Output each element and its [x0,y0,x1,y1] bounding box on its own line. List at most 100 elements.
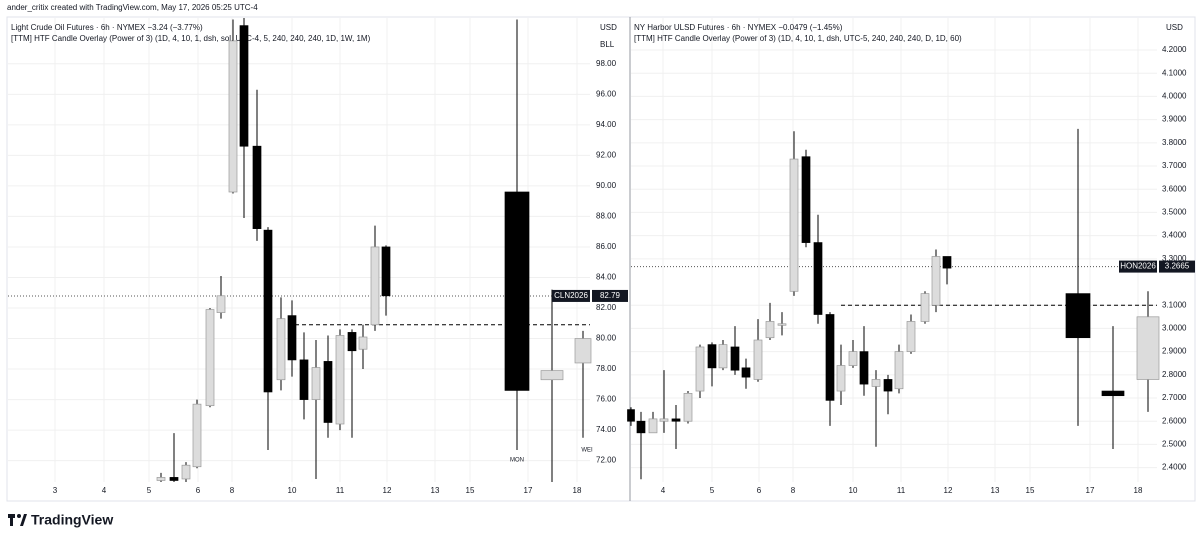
x-tick-label: 6 [757,486,762,495]
currency: USD [1166,23,1183,32]
candle-body [801,156,811,243]
y-tick-label: 3.4000 [1162,231,1187,240]
candle-body [636,420,646,434]
x-tick-label: 10 [849,486,858,495]
x-tick-label: 12 [383,486,392,495]
candle-body [730,346,740,371]
y-tick-label: 96.00 [596,89,617,98]
candle-body [299,359,309,400]
candle-body [931,256,941,306]
y-tick-label: 2.4000 [1162,463,1187,472]
candle-body [252,145,262,229]
x-tick-label: 18 [1134,486,1143,495]
symbol-label: CLN2026 [554,291,588,300]
chart-subtitle: [TTM] HTF Candle Overlay (Power of 3) (1… [634,34,962,43]
x-tick-label: 8 [791,486,796,495]
candle-body [920,293,930,322]
candle-body [370,246,380,326]
y-tick-label: 84.00 [596,273,617,282]
x-tick-label: 5 [710,486,715,495]
y-tick-label: 4.0000 [1162,92,1187,101]
chart-title: Light Crude Oil Futures · 6h · NYMEX −3.… [11,23,203,32]
y-tick-label: 2.9000 [1162,347,1187,356]
candle-body [836,365,846,392]
candle-body [695,346,705,392]
candle-body [358,336,368,350]
candle-body [287,315,297,361]
candle-body [156,477,166,481]
y-tick-label: 82.00 [596,303,617,312]
x-tick-label: 18 [573,486,582,495]
candle-body [859,351,869,385]
y-tick-label: 3.1000 [1162,300,1187,309]
candle-body [540,370,564,381]
candle-body [648,418,658,434]
y-tick-label: 3.0000 [1162,324,1187,333]
candle-body [574,338,592,364]
candle-body [1065,293,1091,339]
x-tick-label: 12 [944,486,953,495]
y-tick-label: 88.00 [596,212,617,221]
y-tick-label: 86.00 [596,242,617,251]
y-tick-label: 92.00 [596,150,617,159]
candle-body [906,321,916,352]
candle-body [381,246,391,297]
y-tick-label: 4.1000 [1162,68,1187,77]
y-tick-label: 4.2000 [1162,45,1187,54]
candle-body [228,40,238,193]
candle-body [263,229,273,393]
x-tick-label: 4 [661,486,666,495]
y-tick-label: 2.6000 [1162,416,1187,425]
y-tick-label: 3.3000 [1162,254,1187,263]
candle-body [753,339,763,380]
chart-title: NY Harbor ULSD Futures · 6h · NYMEX −0.0… [634,23,843,32]
x-tick-label: 13 [991,486,1000,495]
y-tick-label: 94.00 [596,120,617,129]
candle-body [894,351,904,390]
y-tick-label: 72.00 [596,456,617,465]
y-tick-label: 3.9000 [1162,115,1187,124]
x-tick-label: 11 [336,486,345,495]
price-label-box [592,289,628,302]
candle-body [871,379,881,387]
x-tick-label: 17 [1086,486,1095,495]
chart-subtitle: [TTM] HTF Candle Overlay (Power of 3) (1… [11,34,371,43]
candle-body [1136,316,1160,380]
session-label: MON [510,458,524,464]
y-tick-label: 3.8000 [1162,138,1187,147]
symbol-label-box [552,289,590,302]
y-tick-label: 78.00 [596,364,617,373]
y-tick-label: 3.6000 [1162,184,1187,193]
y-tick-label: 2.8000 [1162,370,1187,379]
y-tick-label: 2.5000 [1162,440,1187,449]
candle-body [347,332,357,352]
candle-body [627,409,635,422]
candle-body [335,335,345,425]
candle-body [205,309,215,407]
x-tick-label: 13 [431,486,440,495]
candle-body [239,25,249,147]
x-tick-label: 15 [466,486,475,495]
symbol-label: HON2026 [1120,262,1156,271]
candle-body [777,323,787,326]
symbol-label-box [1119,260,1157,273]
candle-body [311,367,321,400]
price-label: 82.79 [600,291,621,300]
y-tick-label: 74.00 [596,425,617,434]
candle-body [848,351,858,366]
candle-body [942,256,952,269]
candle-body [181,464,191,480]
y-tick-label: 3.7000 [1162,161,1187,170]
candle-body [883,379,893,392]
y-tick-label: 76.00 [596,395,617,404]
candle-body [192,403,202,468]
x-tick-label: 8 [230,486,235,495]
y-tick-label: 2.7000 [1162,393,1187,402]
unit: BLL [600,40,615,49]
candle-body [789,158,799,292]
x-tick-label: 10 [288,486,297,495]
candle-body [741,367,751,378]
candle-body [813,242,823,315]
x-tick-label: 6 [196,486,201,495]
